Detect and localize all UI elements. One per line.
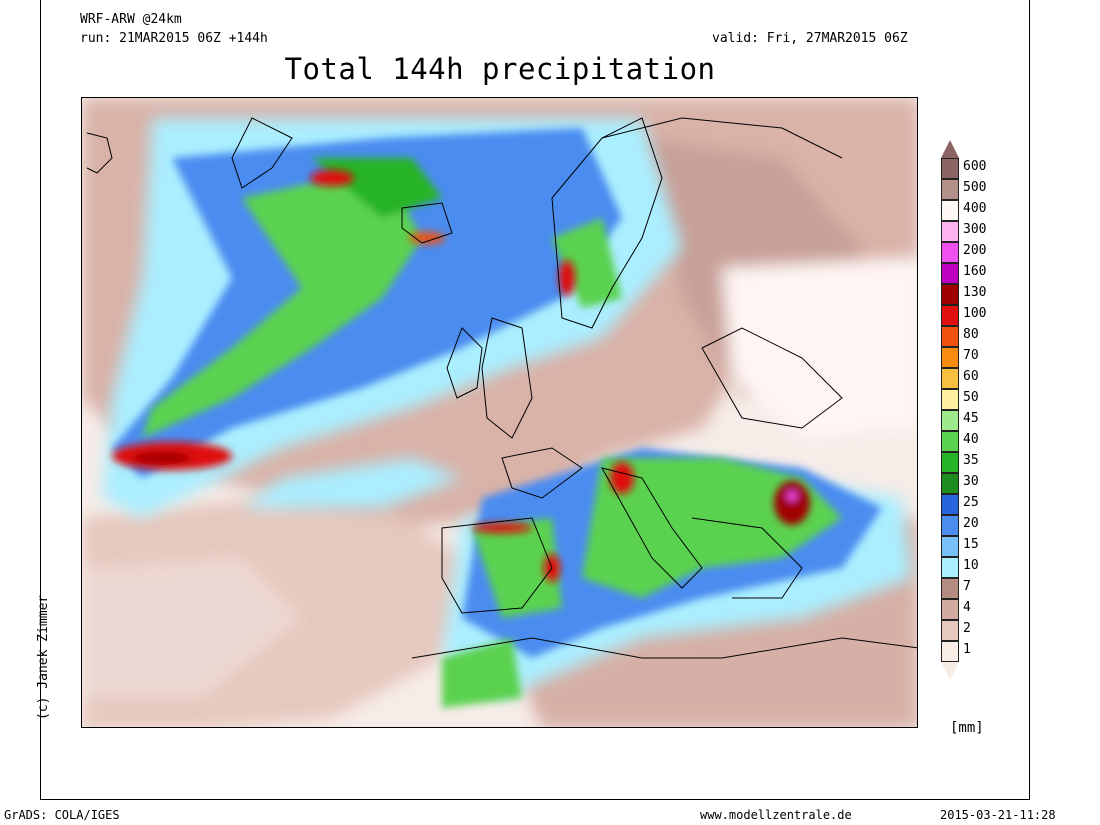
legend-bottom-arrow <box>941 662 959 680</box>
legend-label: 130 <box>963 285 987 300</box>
legend-label: 25 <box>963 495 979 510</box>
legend-swatch <box>941 326 959 347</box>
legend-swatch <box>941 473 959 494</box>
legend-top-arrow <box>941 140 959 158</box>
precipitation-legend: 600 500 400 300 200 160 130 100 80 70 60 50 45 40 35 30… <box>941 140 1021 680</box>
legend-swatch <box>941 557 959 578</box>
legend-swatch <box>941 242 959 263</box>
legend-swatch <box>941 578 959 599</box>
footer-software: GrADS: COLA/IGES <box>4 808 120 822</box>
legend-label: 1 <box>963 642 971 657</box>
legend-swatch <box>941 179 959 200</box>
legend-label: 60 <box>963 369 979 384</box>
legend-unit: [mm] <box>950 720 984 736</box>
legend-label: 15 <box>963 537 979 552</box>
legend-swatch <box>941 389 959 410</box>
run-label: run: 21MAR2015 06Z +144h <box>80 31 268 46</box>
map-title: Total 144h precipitation <box>284 52 716 86</box>
legend-swatch <box>941 263 959 284</box>
legend-label: 70 <box>963 348 979 363</box>
legend-label: 50 <box>963 390 979 405</box>
legend-swatch <box>941 620 959 641</box>
legend-label: 40 <box>963 432 979 447</box>
precipitation-field <box>82 98 917 727</box>
legend-swatch <box>941 410 959 431</box>
legend-swatch <box>941 494 959 515</box>
legend-swatch <box>941 158 959 179</box>
legend-swatch <box>941 221 959 242</box>
legend-label: 500 <box>963 180 987 195</box>
legend-swatch <box>941 347 959 368</box>
valid-label: valid: Fri, 27MAR2015 06Z <box>712 31 908 46</box>
legend-label: 100 <box>963 306 987 321</box>
legend-swatch <box>941 305 959 326</box>
author-credit: (c) Janek Zimmer <box>36 594 51 720</box>
legend-swatch <box>941 536 959 557</box>
legend-swatch <box>941 431 959 452</box>
legend-label: 80 <box>963 327 979 342</box>
legend-label: 10 <box>963 558 979 573</box>
legend-label: 600 <box>963 159 987 174</box>
figure-frame <box>40 0 1030 800</box>
legend-label: 2 <box>963 621 971 636</box>
extreme-precip-cores <box>112 170 810 582</box>
legend-swatch <box>941 452 959 473</box>
legend-swatch <box>941 599 959 620</box>
legend-swatch <box>941 284 959 305</box>
legend-label: 300 <box>963 222 987 237</box>
legend-label: 7 <box>963 579 971 594</box>
legend-label: 30 <box>963 474 979 489</box>
legend-swatch <box>941 200 959 221</box>
legend-label: 4 <box>963 600 971 615</box>
legend-swatch <box>941 368 959 389</box>
legend-label: 200 <box>963 243 987 258</box>
legend-label: 400 <box>963 201 987 216</box>
precipitation-map <box>81 97 918 728</box>
legend-swatch <box>941 515 959 536</box>
coastlines <box>86 117 917 659</box>
footer-timestamp: 2015-03-21-11:28 <box>940 808 1056 822</box>
legend-label: 20 <box>963 516 979 531</box>
legend-label: 45 <box>963 411 979 426</box>
legend-label: 160 <box>963 264 987 279</box>
legend-label: 35 <box>963 453 979 468</box>
footer-website: www.modellzentrale.de <box>700 808 852 822</box>
model-label: WRF-ARW @24km <box>80 12 182 27</box>
legend-swatch <box>941 641 959 662</box>
